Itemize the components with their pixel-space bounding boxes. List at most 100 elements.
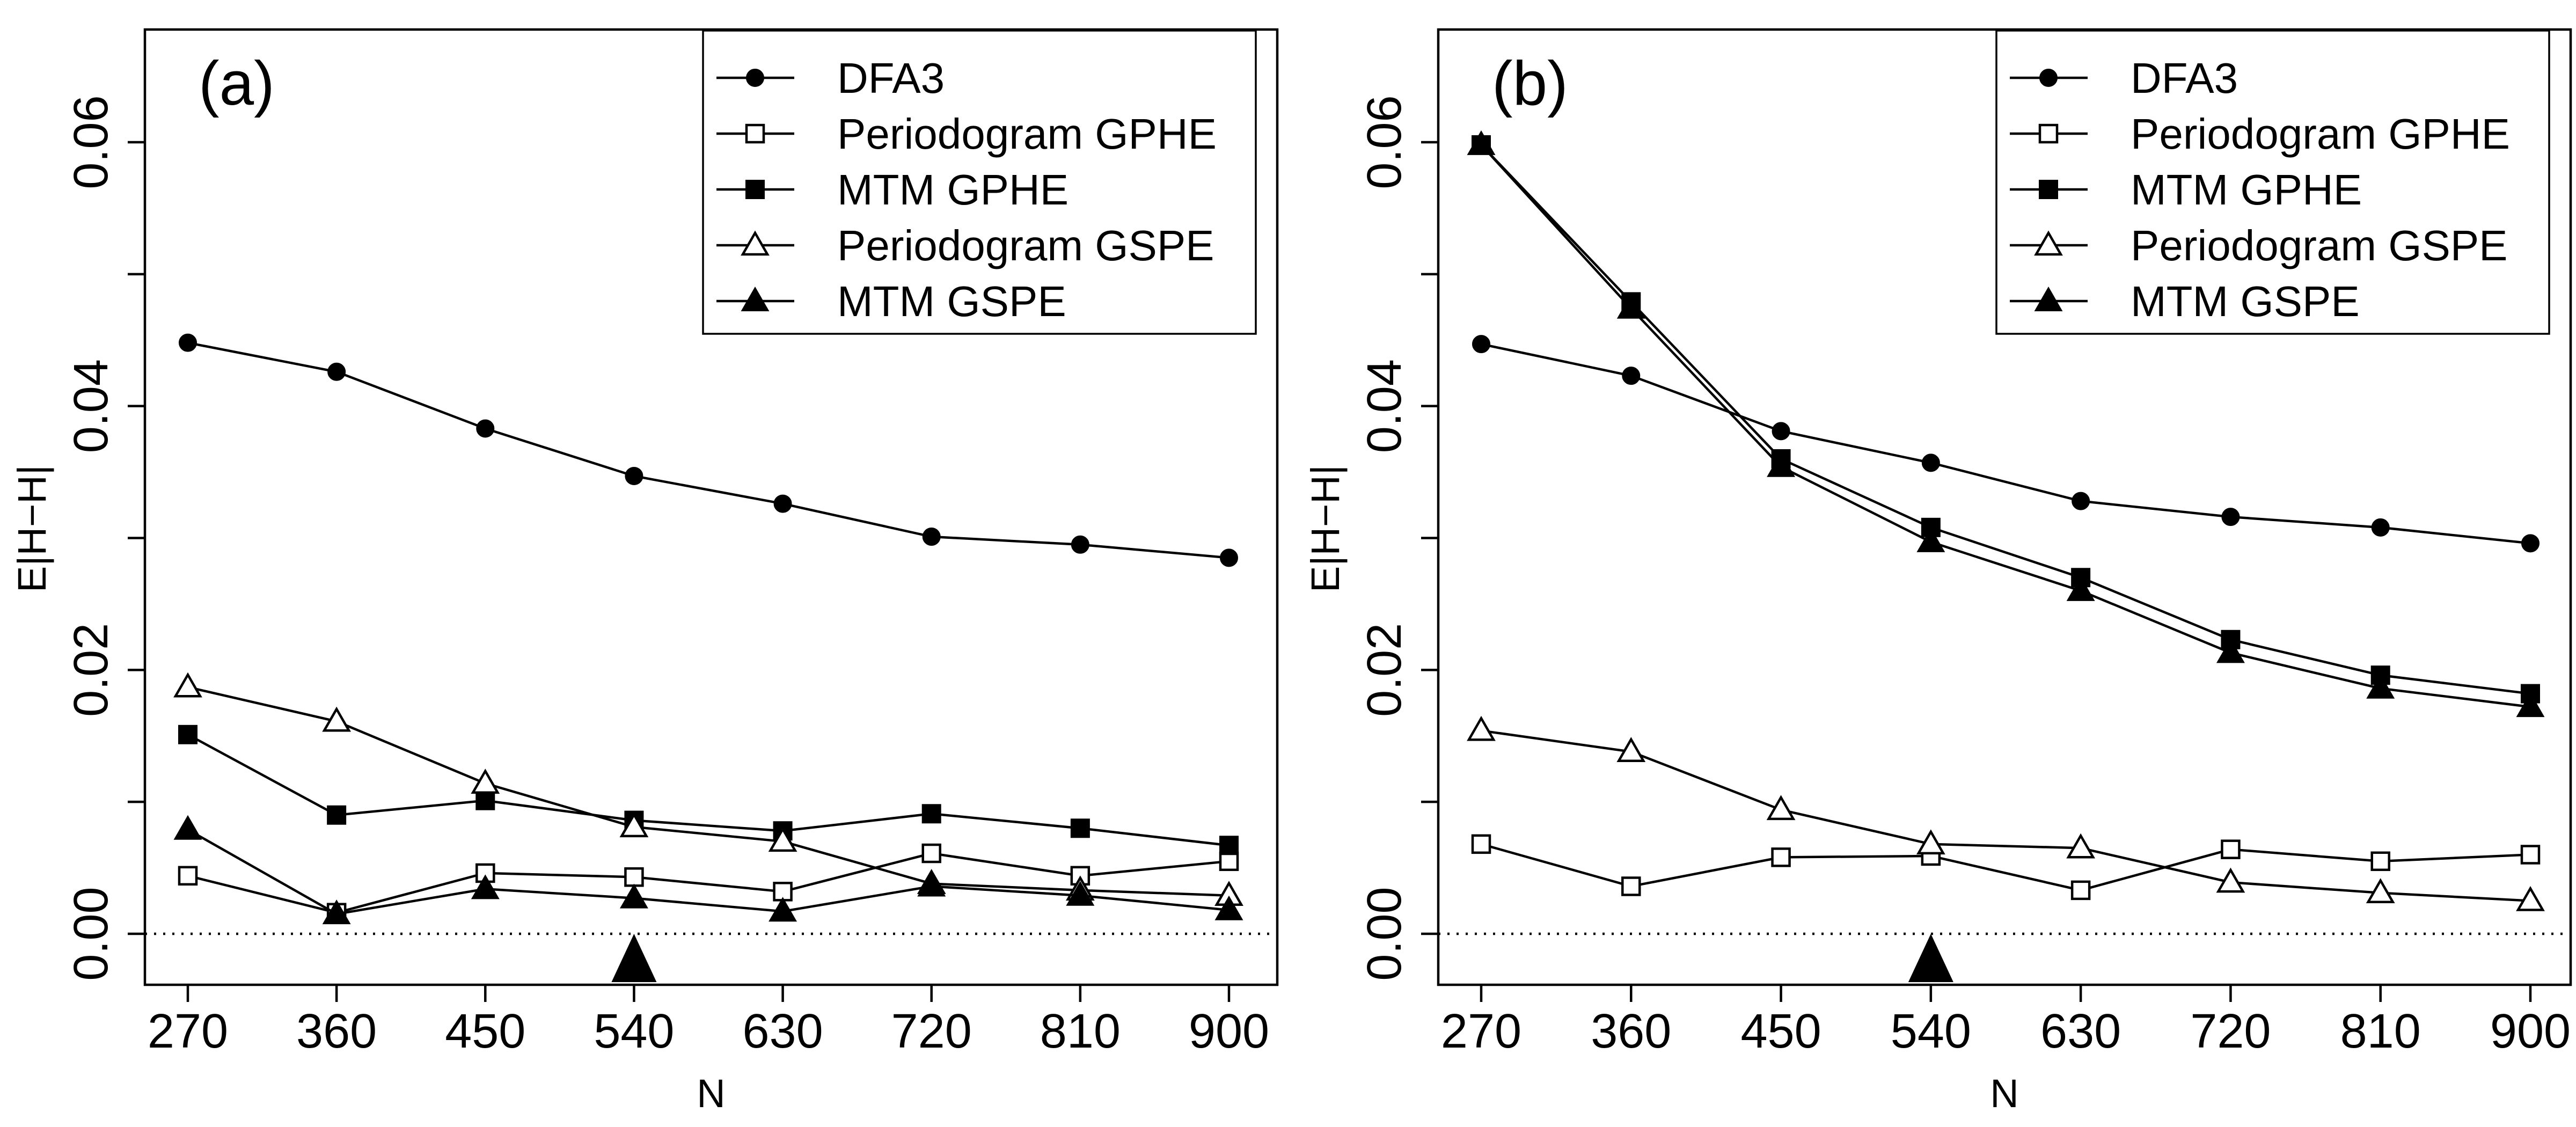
data-point-mtm-gspe [2066, 576, 2095, 601]
x-tick-label: 900 [2490, 1005, 2571, 1058]
series-line-mtm-gspe [187, 828, 1230, 916]
x-tick-label: 270 [148, 1005, 228, 1058]
legend-item-periodogram-gphe: Periodogram GPHE [716, 110, 1217, 158]
y-tick-label: 0.02 [1358, 623, 1411, 717]
legend-marker-dfa3 [746, 69, 764, 87]
legend-box [1995, 30, 2550, 335]
x-tick-label: 810 [1040, 1005, 1121, 1058]
data-point-mtm-gspe [173, 815, 202, 840]
data-point-periodogram-gspe [619, 812, 649, 838]
x-tick-label: 450 [445, 1005, 525, 1058]
data-point-mtm-gphe [921, 804, 941, 824]
legend-marker-periodogram-gspe [2034, 230, 2063, 256]
data-point-periodogram-gphe [2070, 880, 2091, 901]
data-point-mtm-gspe [1214, 895, 1243, 920]
panel-b: 270 360 450 540 630 720 810 900 0.00 0.02 0.04 0.06… [1303, 28, 2572, 1116]
series-dfa3 [1472, 335, 2540, 553]
legend-label: Periodogram GSPE [837, 222, 1214, 269]
data-point-dfa3 [476, 419, 495, 438]
y-tick-label: 0.00 [1358, 887, 1411, 980]
legend-marker-periodogram-gspe [741, 230, 770, 256]
data-point-mtm-gspe [619, 883, 648, 909]
legend-item-dfa3: DFA3 [716, 54, 945, 102]
data-point-dfa3 [1472, 335, 1490, 354]
data-point-periodogram-gspe [471, 769, 500, 794]
legend-label: DFA3 [2131, 54, 2238, 102]
data-point-mtm-gspe [1767, 452, 1796, 477]
data-point-dfa3 [2221, 508, 2240, 526]
y-tick-label: 0.02 [64, 623, 118, 717]
x-tick-label: 540 [594, 1005, 674, 1058]
series-periodogram-gspe [1467, 715, 2545, 911]
series-line-periodogram-gphe [187, 852, 1230, 914]
legend-label: MTM GSPE [837, 277, 1066, 325]
x-tick-label: 270 [1441, 1005, 1521, 1058]
data-point-dfa3 [179, 333, 197, 352]
series-line-mtm-gphe [187, 733, 1230, 847]
data-point-mtm-gphe [1219, 836, 1239, 855]
data-point-periodogram-gspe [1766, 795, 1796, 821]
legend: DFA3 Periodogram GPHE MTM GPHE Periodogram … [1995, 30, 2550, 335]
series-periodogram-gphe [1471, 834, 2541, 901]
series-line-periodogram-gspe [187, 686, 1230, 897]
series-mtm-gspe [1467, 130, 2545, 718]
legend-label: Periodogram GSPE [2131, 222, 2508, 269]
data-point-mtm-gspe [769, 897, 797, 922]
legend-item-periodogram-gphe: Periodogram GPHE [2010, 110, 2510, 158]
series-line-dfa3 [187, 341, 1230, 559]
x-axis-label: N [1990, 1071, 2018, 1116]
data-point-periodogram-gphe [178, 866, 198, 886]
data-point-periodogram-gphe [624, 867, 644, 887]
highlight-marker [611, 934, 657, 982]
data-point-dfa3 [773, 494, 792, 513]
x-axis-label: N [697, 1071, 725, 1116]
series-line-mtm-gphe [1480, 144, 2531, 695]
legend-marker-dfa3 [2039, 69, 2058, 87]
data-point-periodogram-gspe [2516, 886, 2545, 911]
data-point-periodogram-gphe [1471, 834, 1491, 854]
legend-label: MTM GPHE [2131, 166, 2362, 214]
legend-label: Periodogram GPHE [2131, 110, 2510, 158]
data-point-dfa3 [1622, 367, 1641, 385]
x-tick-label: 450 [1740, 1005, 1821, 1058]
legend-marker-mtm-gphe [2039, 180, 2058, 199]
x-tick-label: 810 [2340, 1005, 2421, 1058]
series-dfa3 [179, 333, 1238, 567]
data-point-mtm-gspe [1066, 881, 1095, 906]
series-line-mtm-gspe [1480, 144, 2531, 708]
data-point-mtm-gspe [917, 872, 946, 897]
legend: DFA3 Periodogram GPHE MTM GPHE Periodogram … [702, 30, 1257, 335]
data-point-dfa3 [1071, 535, 1089, 554]
x-tick-label: 630 [2040, 1005, 2121, 1058]
data-point-mtm-gspe [471, 874, 500, 899]
data-point-periodogram-gspe [768, 826, 797, 852]
legend-item-dfa3: DFA3 [2010, 54, 2238, 102]
x-tick-label: 900 [1189, 1005, 1269, 1058]
legend-marker-periodogram-gphe [2038, 123, 2059, 144]
x-tick-label: 720 [2190, 1005, 2271, 1058]
data-point-dfa3 [2521, 534, 2540, 553]
data-point-periodogram-gspe [322, 706, 352, 732]
x-tick-label: 720 [891, 1005, 972, 1058]
data-point-periodogram-gspe [2066, 833, 2096, 859]
legend-item-mtm-gphe: MTM GPHE [2010, 166, 2362, 214]
data-point-periodogram-gspe [1467, 715, 1496, 741]
panel-label: (a) [199, 48, 275, 118]
highlight-marker [1908, 934, 1953, 982]
y-tick-label: 0.06 [1358, 95, 1411, 189]
legend-marker-periodogram-gphe [745, 123, 765, 144]
data-point-dfa3 [1772, 422, 1790, 441]
legend-label: MTM GPHE [837, 166, 1069, 214]
data-point-dfa3 [2072, 492, 2090, 510]
legend-item-periodogram-gspe: Periodogram GSPE [2010, 222, 2508, 269]
panel-a: 270 360 450 540 630 720 810 900 0.00 0.02 0.04 0.06… [10, 28, 1279, 1116]
data-point-periodogram-gphe [2370, 851, 2390, 872]
data-point-dfa3 [1921, 453, 1940, 472]
data-point-mtm-gspe [322, 899, 351, 925]
legend-marker-mtm-gphe [745, 180, 765, 199]
data-point-mtm-gphe [327, 805, 347, 825]
y-tick-label: 0.04 [64, 359, 118, 453]
data-point-dfa3 [922, 528, 941, 546]
panel-label: (b) [1492, 48, 1568, 118]
y-tick-label: 0.00 [64, 887, 118, 980]
